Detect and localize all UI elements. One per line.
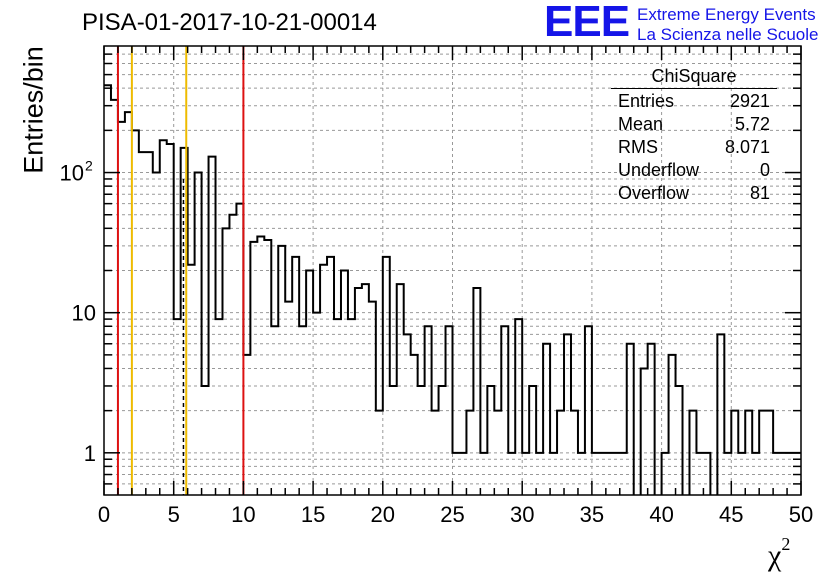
y-tick-label: 1: [84, 441, 96, 466]
y-axis-label: Entries/bin: [18, 46, 49, 174]
threshold-lines: [116, 46, 245, 495]
stats-row: Underflow 0: [618, 160, 770, 180]
logo-line-1: Extreme Energy Events: [637, 5, 816, 24]
stats-box: ChiSquare Entries 2921 Mean 5.72 RMS 8.071 …: [611, 66, 777, 205]
stats-row: Entries 2921: [618, 91, 770, 111]
x-tick-label: 35: [580, 502, 604, 527]
x-tick-label: 5: [168, 502, 180, 527]
x-tick-label: 40: [649, 502, 673, 527]
histogram-line: [104, 84, 801, 495]
y-tick-label: 10: [72, 301, 96, 326]
histogram-bars: [104, 84, 801, 495]
x-tick-label: 15: [301, 502, 325, 527]
stats-row: Mean 5.72: [618, 114, 770, 134]
axis-ticks: [103, 46, 802, 495]
stats-row: RMS 8.071: [618, 137, 770, 157]
x-tick-label: 50: [789, 502, 813, 527]
x-tick-label: 0: [98, 502, 110, 527]
x-axis-label: χ2: [768, 534, 791, 572]
chart-title: PISA-01-2017-10-21-00014: [82, 9, 377, 36]
y-tick-label-exponent: 2: [85, 158, 93, 174]
y-tick-label: 10: [60, 161, 84, 186]
logo-line-2: La Scienza nelle Scuole: [637, 25, 819, 44]
x-tick-label: 25: [440, 502, 464, 527]
eee-logo: EEE: [544, 0, 630, 46]
x-tick-label: 45: [719, 502, 743, 527]
x-tick-label: 10: [231, 502, 255, 527]
x-tick-label: 20: [371, 502, 395, 527]
stats-title: ChiSquare: [611, 66, 777, 89]
stats-row: Overflow 81: [618, 183, 770, 203]
x-tick-label: 30: [510, 502, 534, 527]
